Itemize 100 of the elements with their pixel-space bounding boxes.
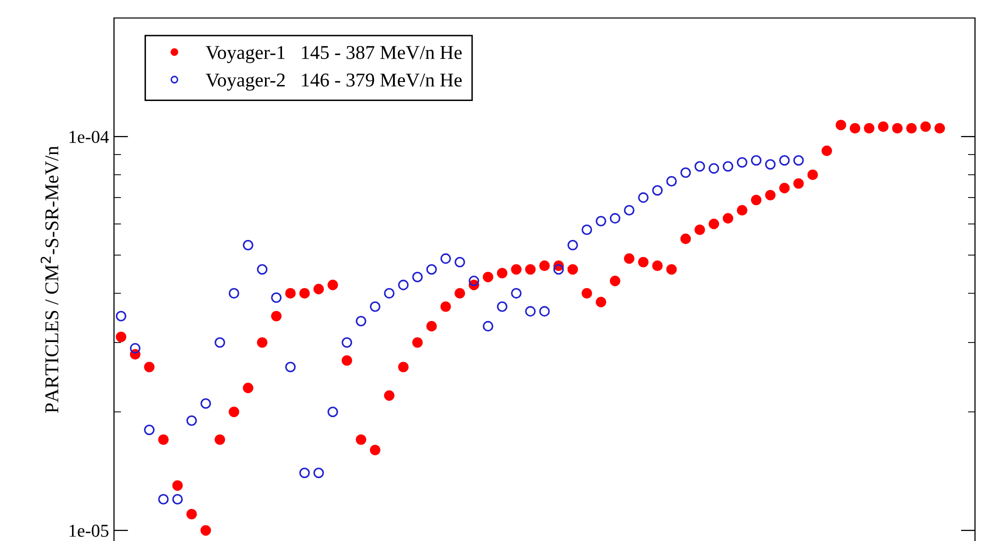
point bbox=[440, 301, 451, 312]
point bbox=[200, 525, 212, 536]
point bbox=[850, 122, 860, 134]
point bbox=[116, 310, 126, 322]
point bbox=[130, 343, 140, 354]
point bbox=[398, 362, 409, 372]
point bbox=[722, 213, 734, 224]
point bbox=[610, 213, 620, 224]
point bbox=[525, 306, 536, 317]
point bbox=[666, 264, 677, 275]
point bbox=[426, 264, 437, 275]
point bbox=[214, 337, 226, 348]
point bbox=[920, 121, 931, 132]
point bbox=[680, 167, 691, 178]
point bbox=[553, 264, 564, 275]
point bbox=[496, 301, 508, 312]
point bbox=[186, 415, 197, 426]
point bbox=[567, 240, 578, 250]
point bbox=[638, 192, 649, 203]
point bbox=[299, 468, 310, 478]
point bbox=[793, 155, 804, 166]
point bbox=[525, 264, 536, 275]
point bbox=[906, 122, 917, 134]
point bbox=[412, 337, 423, 348]
point bbox=[440, 253, 451, 264]
point bbox=[765, 190, 776, 200]
point bbox=[567, 264, 578, 275]
point bbox=[342, 355, 352, 366]
point bbox=[468, 276, 480, 286]
point bbox=[624, 204, 634, 216]
y-axis-title: PARTICLES / CM$^{2}$-S-SR-MeV/n bbox=[40, 146, 58, 413]
point bbox=[299, 288, 310, 299]
point bbox=[596, 296, 606, 308]
point bbox=[228, 406, 240, 418]
point bbox=[328, 280, 338, 290]
point bbox=[666, 176, 677, 187]
point bbox=[144, 424, 155, 436]
point bbox=[158, 494, 169, 505]
point bbox=[116, 332, 126, 342]
point bbox=[356, 434, 366, 445]
point bbox=[793, 178, 804, 189]
point bbox=[765, 159, 776, 170]
point bbox=[328, 406, 338, 418]
point bbox=[736, 204, 748, 216]
point bbox=[242, 240, 254, 250]
point bbox=[370, 444, 380, 456]
point bbox=[228, 288, 240, 299]
point bbox=[582, 224, 592, 236]
point bbox=[510, 264, 522, 275]
point bbox=[652, 185, 663, 196]
point bbox=[694, 161, 706, 172]
point bbox=[596, 216, 606, 226]
point bbox=[370, 301, 380, 312]
point bbox=[271, 292, 282, 303]
point bbox=[313, 284, 324, 294]
point bbox=[454, 288, 466, 299]
point bbox=[822, 146, 832, 156]
point bbox=[186, 508, 197, 520]
point bbox=[342, 337, 352, 348]
point bbox=[200, 398, 212, 409]
point bbox=[256, 337, 268, 348]
point bbox=[878, 121, 889, 132]
point bbox=[356, 316, 366, 326]
point bbox=[836, 120, 846, 130]
point bbox=[610, 276, 620, 286]
point bbox=[864, 122, 874, 134]
point bbox=[426, 320, 437, 332]
point bbox=[722, 161, 734, 172]
legend-label: Voyager-2 146 - 379 MeV/n He bbox=[206, 74, 462, 91]
point bbox=[384, 288, 395, 299]
point bbox=[779, 155, 790, 166]
point bbox=[736, 157, 748, 168]
point bbox=[313, 468, 324, 478]
point bbox=[680, 234, 691, 244]
y-tick-label: 1e-05 bbox=[70, 524, 108, 537]
point bbox=[285, 288, 296, 299]
point bbox=[750, 194, 762, 206]
point bbox=[172, 494, 183, 505]
point bbox=[708, 163, 720, 174]
point bbox=[214, 434, 226, 445]
point bbox=[256, 264, 268, 275]
y-tick-label: 1e-04 bbox=[70, 130, 109, 144]
point bbox=[398, 280, 409, 290]
point bbox=[510, 288, 522, 299]
point bbox=[172, 480, 183, 491]
point bbox=[934, 122, 945, 134]
point bbox=[539, 306, 550, 317]
point bbox=[496, 268, 508, 278]
point bbox=[708, 218, 720, 230]
point bbox=[271, 310, 282, 322]
point bbox=[482, 320, 494, 332]
point bbox=[582, 288, 592, 299]
point bbox=[694, 224, 706, 236]
point bbox=[158, 434, 169, 445]
point bbox=[807, 169, 818, 180]
point bbox=[144, 362, 155, 372]
point bbox=[285, 362, 296, 372]
point bbox=[779, 182, 790, 194]
point bbox=[539, 260, 550, 271]
point bbox=[892, 122, 903, 134]
